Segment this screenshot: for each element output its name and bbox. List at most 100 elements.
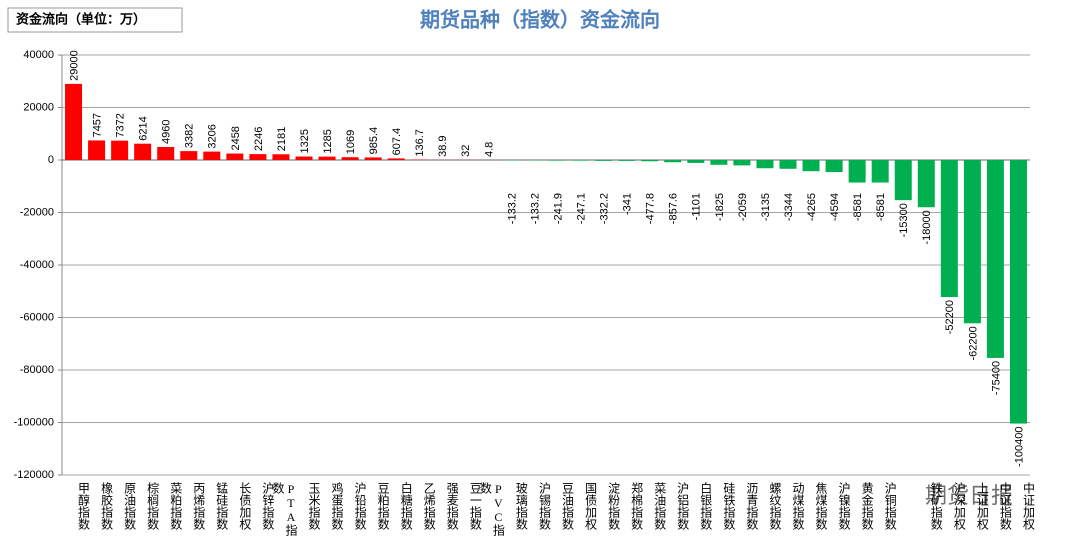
x-tick-label: 黄金指数 (860, 482, 875, 530)
bar (595, 160, 613, 161)
bar (986, 160, 1004, 358)
value-label: 29000 (68, 50, 80, 81)
value-label: 985.4 (368, 127, 380, 155)
bar (88, 140, 106, 160)
x-tick-label: 棕榈指数 (145, 482, 160, 530)
bar (664, 160, 682, 163)
value-label: 38.9 (437, 135, 449, 156)
x-tick-label: PTA指数 (270, 482, 298, 536)
x-tick-label: 豆油指数 (560, 482, 575, 530)
value-label: 6214 (138, 116, 150, 140)
bar (295, 156, 313, 160)
bar (779, 160, 797, 169)
x-tick-label: 动煤指数 (791, 482, 805, 530)
value-label: -3344 (783, 193, 795, 221)
bar (940, 160, 958, 298)
value-label: 4960 (161, 119, 173, 143)
y-tick-label: -100000 (14, 416, 54, 428)
value-label: -1825 (714, 193, 726, 221)
x-tick-label: 螺纹指数 (767, 482, 782, 530)
bar (756, 160, 774, 169)
y-tick-label: -20000 (20, 206, 54, 218)
x-tick-label: 玉米指数 (307, 482, 321, 530)
x-tick-label: PVC指数 (478, 482, 506, 536)
bar (364, 157, 382, 160)
x-tick-label: 白银指数 (698, 482, 713, 530)
x-tick-label: 沪铜指数 (883, 482, 898, 530)
bar (848, 160, 866, 183)
bar (157, 146, 175, 160)
bar (917, 160, 935, 208)
bar (203, 151, 221, 160)
value-label: 1285 (322, 129, 334, 153)
x-tick-label: 菜粕指数 (168, 482, 183, 530)
x-tick-label: 橡胶指数 (99, 482, 114, 530)
y-tick-label: -40000 (20, 259, 54, 271)
bar (272, 154, 290, 160)
bar (733, 160, 751, 166)
value-label: -2059 (737, 193, 749, 221)
value-label: -52200 (944, 300, 956, 334)
bar (65, 83, 83, 160)
value-label: -247.1 (575, 193, 587, 224)
value-label: -3135 (760, 193, 772, 221)
bar (111, 140, 129, 160)
bar (687, 160, 705, 163)
bar (641, 160, 659, 162)
value-label: -4265 (806, 193, 818, 221)
bar (387, 158, 405, 160)
x-tick-label: 沪铝指数 (675, 482, 690, 530)
value-label: -8581 (852, 193, 864, 221)
y-tick-label: 40000 (23, 49, 54, 61)
bar (180, 151, 198, 160)
value-label: -857.6 (668, 193, 680, 224)
bar (341, 157, 359, 160)
value-label: -133.2 (506, 193, 518, 224)
x-tick-label: 中证指数 (998, 482, 1013, 530)
x-tick-label: 上证加权 (975, 482, 990, 530)
x-tick-label: 鸡蛋指数 (330, 482, 345, 530)
legend-box (7, 7, 183, 33)
value-label: -62200 (967, 326, 979, 360)
x-tick-label: 铁矿指数 (929, 482, 944, 530)
value-label: -18000 (921, 210, 933, 244)
x-tick-label: 丙烯指数 (191, 482, 206, 530)
value-label: -15300 (898, 203, 910, 237)
x-tick-label: 菜油指数 (652, 482, 667, 530)
value-label: -133.2 (529, 193, 541, 224)
x-tick-label: 白糖指数 (399, 482, 414, 530)
x-tick-label: 甲醇指数 (76, 482, 91, 530)
y-tick-label: -120000 (14, 469, 54, 481)
bar (134, 143, 152, 160)
bar (710, 160, 728, 165)
value-label: 4.8 (483, 142, 495, 157)
x-tick-label: 原油指数 (122, 482, 137, 530)
y-tick-label: 20000 (23, 101, 54, 113)
x-tick-label: 沪深加权 (952, 482, 967, 530)
value-label: 2458 (230, 126, 242, 150)
value-label: -241.9 (552, 193, 564, 224)
value-label: 1325 (299, 129, 311, 153)
x-tick-label: 沪锡指数 (537, 482, 552, 530)
value-label: 3206 (207, 124, 219, 148)
bar (549, 160, 567, 161)
value-label: 1069 (345, 130, 357, 154)
value-label: 2181 (276, 127, 288, 151)
bar (825, 160, 843, 173)
value-label: -477.8 (645, 193, 657, 224)
bar (226, 153, 244, 160)
value-label: 2246 (253, 127, 265, 151)
value-label: -8581 (875, 193, 887, 221)
x-tick-label: 强麦指数 (445, 482, 460, 530)
x-tick-label: 焦煤指数 (814, 482, 829, 530)
x-tick-label: 锰硅指数 (214, 482, 229, 530)
bar (618, 160, 636, 161)
y-tick-label: -60000 (20, 311, 54, 323)
x-tick-label: 硅铁指数 (721, 482, 736, 530)
x-tick-label: 豆一指数 (468, 482, 483, 530)
value-label: 3382 (184, 124, 196, 148)
value-label: -332.2 (599, 193, 611, 224)
value-label: -341 (622, 193, 634, 215)
value-label: 7372 (115, 113, 127, 137)
